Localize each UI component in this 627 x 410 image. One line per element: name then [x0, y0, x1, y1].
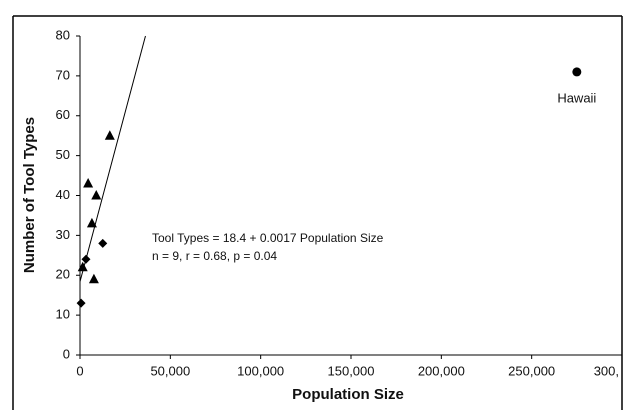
y-tick-label: 20 — [56, 267, 70, 282]
point — [77, 261, 88, 272]
annotation: Tool Types = 18.4 + 0.0017 Population Si… — [152, 231, 384, 245]
y-tick-label: 0 — [63, 346, 70, 361]
x-tick-label: 150,000 — [328, 363, 375, 378]
point — [104, 130, 115, 140]
x-tick-label: 50,000 — [150, 363, 190, 378]
x-tick-label: 0 — [76, 363, 83, 378]
y-tick-label: 60 — [56, 107, 70, 122]
x-tick-label: 250,000 — [508, 363, 555, 378]
point — [83, 178, 94, 188]
point-label: Hawaii — [557, 90, 596, 105]
y-tick-label: 50 — [56, 147, 70, 162]
y-tick-label: 70 — [56, 67, 70, 82]
y-tick-label: 30 — [56, 227, 70, 242]
annotation: n = 9, r = 0.68, p = 0.04 — [152, 249, 277, 263]
point — [86, 217, 97, 228]
point — [98, 238, 108, 248]
x-tick-label: 200,000 — [418, 363, 465, 378]
point — [76, 298, 86, 308]
point — [572, 67, 582, 77]
point — [88, 273, 99, 284]
y-tick-label: 10 — [56, 307, 70, 322]
y-tick-label: 80 — [56, 27, 70, 42]
trendline — [79, 35, 146, 282]
x-axis-title: Population Size — [292, 386, 404, 403]
x-tick-label: 300, — [594, 363, 619, 378]
point — [91, 190, 102, 200]
y-axis-title: Number of Tool Types — [21, 117, 38, 273]
y-tick-label: 40 — [56, 187, 70, 202]
x-tick-label: 100,000 — [237, 363, 284, 378]
